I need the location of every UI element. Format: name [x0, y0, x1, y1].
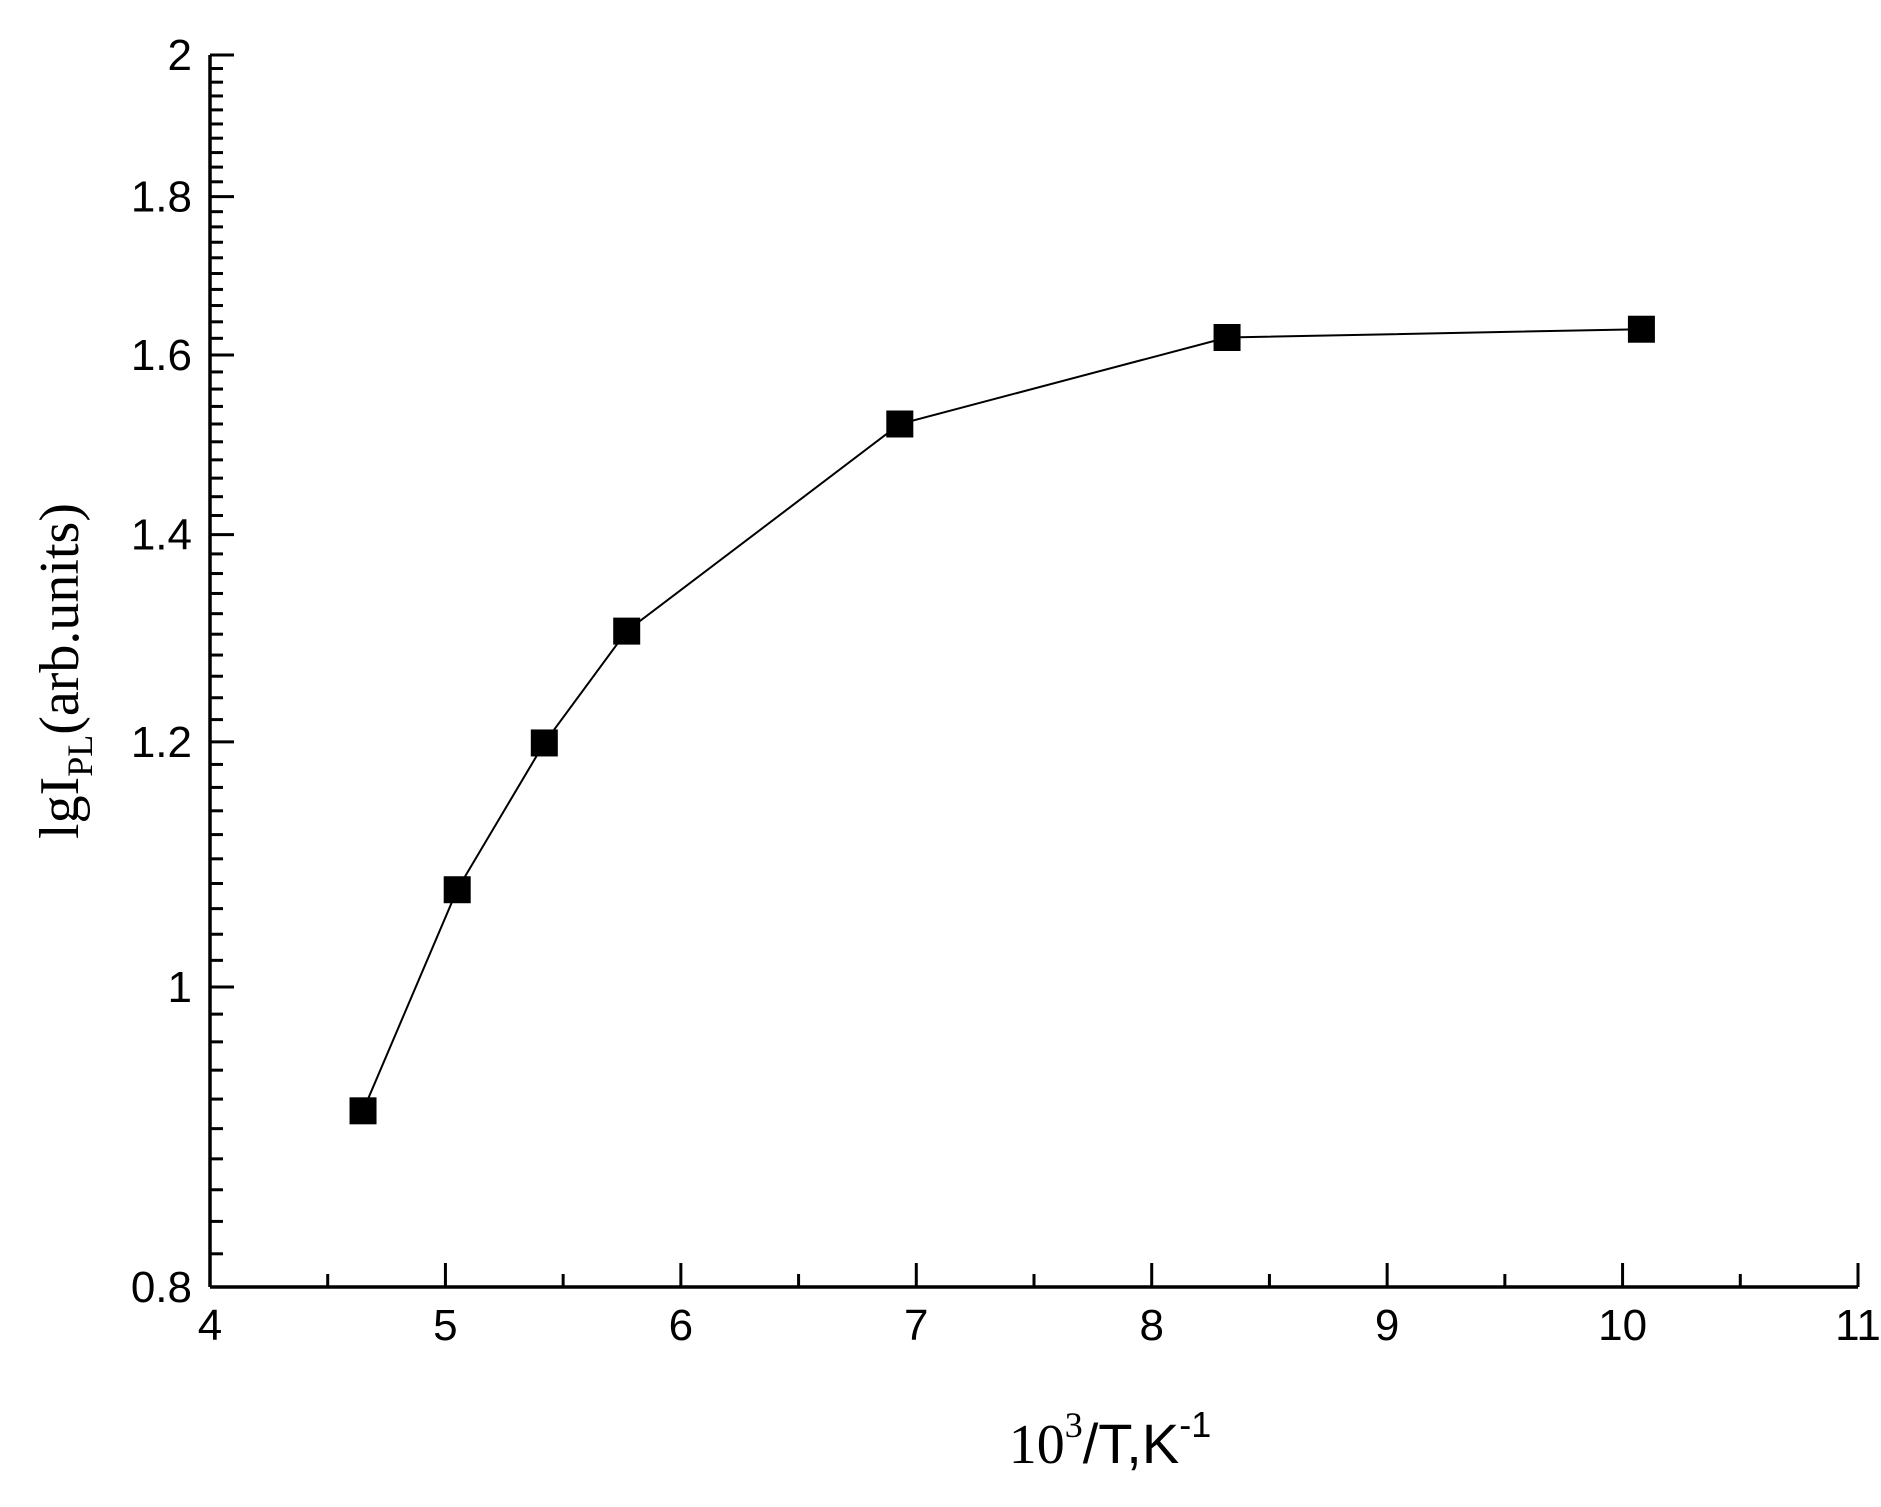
x-tick-label-5: 9: [1375, 1301, 1399, 1350]
x-axis-title-suffix: /T,K: [1083, 1412, 1179, 1475]
y-axis-title-sub: PL: [60, 735, 100, 777]
x-axis-title-sup: 3: [1065, 1405, 1083, 1445]
x-ticks: [208, 1263, 1860, 1287]
y-tick-label-1: 1: [168, 963, 192, 1012]
x-axis-title: 103/T,K-1: [1009, 1404, 1211, 1476]
x-tick-label-0: 4: [198, 1301, 222, 1350]
y-tick-labels: 0.8 1 1.2 1.4 1.6 1.8 2: [131, 31, 192, 1312]
series-0-point-0: [349, 1097, 377, 1125]
y-tick-label-0: 0.8: [131, 1263, 192, 1312]
x-tick-label-7: 11: [1835, 1301, 1881, 1350]
x-tick-labels: 4 5 6 7 8 9 10 11: [198, 1301, 1881, 1350]
y-axis-title-prefix: lgI: [29, 777, 91, 839]
x-tick-label-6: 10: [1598, 1301, 1647, 1350]
x-tick-label-2: 6: [669, 1301, 693, 1350]
series: [349, 315, 1655, 1125]
x-tick-label-3: 7: [904, 1301, 928, 1350]
y-axis-title: lgIPL(arb.units): [29, 503, 100, 839]
series-0-point-6: [1627, 315, 1655, 343]
series-0-point-1: [443, 876, 471, 904]
series-0-point-4: [886, 410, 914, 438]
series-0-point-3: [613, 617, 641, 645]
series-0-point-2: [530, 729, 558, 757]
series-0-line: [362, 328, 1642, 1112]
x-axis-title-sup2: -1: [1179, 1404, 1211, 1445]
y-ticks: [210, 53, 234, 1289]
y-tick-label-4: 1.6: [131, 331, 192, 380]
axes: [208, 55, 1858, 1289]
y-tick-label-3: 1.4: [131, 511, 192, 560]
series-0-point-5: [1213, 323, 1241, 351]
x-tick-label-4: 8: [1139, 1301, 1163, 1350]
y-axis-title-suffix: (arb.units): [29, 503, 91, 735]
y-tick-label-2: 1.2: [131, 718, 192, 767]
y-tick-label-6: 2: [168, 31, 192, 80]
x-tick-label-1: 5: [433, 1301, 457, 1350]
x-axis-title-prefix: 10: [1009, 1414, 1065, 1476]
y-tick-label-5: 1.8: [131, 173, 192, 222]
